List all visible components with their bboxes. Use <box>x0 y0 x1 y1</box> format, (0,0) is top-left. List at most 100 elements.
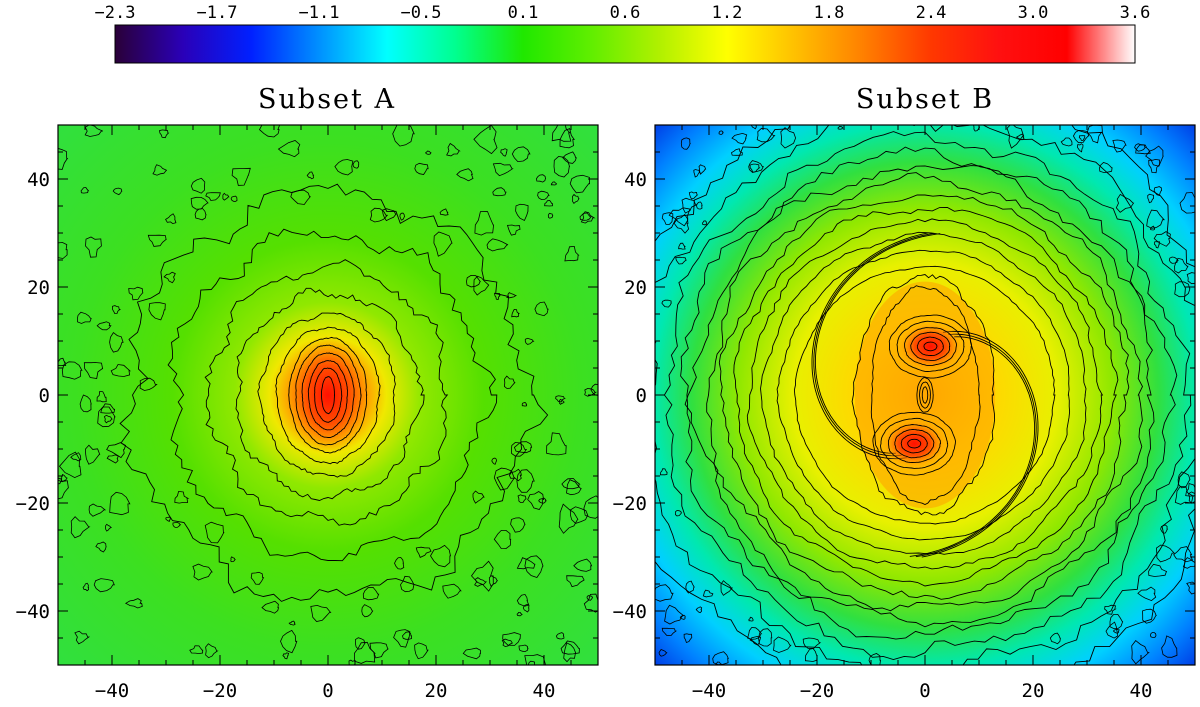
noise-contour <box>456 168 474 182</box>
noise-contour <box>712 651 729 665</box>
noise-contour <box>58 242 68 259</box>
noise-contour <box>355 637 366 650</box>
noise-contour <box>802 637 822 649</box>
noise-contour <box>702 589 714 598</box>
contour-line <box>872 411 956 476</box>
panel-b-peak <box>881 419 947 468</box>
noise-contour <box>491 457 497 465</box>
noise-contour <box>563 642 577 663</box>
noise-contour <box>139 377 158 391</box>
noise-contour <box>189 645 204 655</box>
noise-contour <box>1149 225 1156 231</box>
noise-contour <box>159 129 170 139</box>
noise-contour <box>205 192 221 201</box>
noise-contour <box>868 653 881 665</box>
noise-contour <box>288 620 296 626</box>
noise-contour <box>231 167 251 186</box>
noise-contour <box>1182 557 1195 569</box>
noise-contour <box>1134 143 1147 152</box>
colorbar-scale <box>114 24 1136 64</box>
colorbar-label: 0.6 <box>610 3 641 23</box>
contour-line <box>919 381 931 409</box>
contour-line <box>655 125 1195 665</box>
panel-b-title: Subset B <box>856 84 994 115</box>
contour-line <box>684 165 1155 628</box>
noise-contour <box>95 541 107 553</box>
contour-line <box>718 194 1130 600</box>
noise-contour <box>1153 231 1171 247</box>
colorbar-label: −1.1 <box>299 3 340 23</box>
noise-contour <box>400 575 415 593</box>
contour-line <box>288 336 368 454</box>
colorbar-label: 2.4 <box>916 3 947 23</box>
noise-contour <box>399 212 406 221</box>
noise-contour <box>522 603 530 613</box>
noise-contour <box>516 593 530 607</box>
noise-contour <box>174 490 190 504</box>
noise-contour <box>534 301 549 317</box>
colorbar-label: 1.2 <box>712 3 743 23</box>
contour-line <box>167 228 498 562</box>
y-tick-label: −40 <box>613 601 647 623</box>
noise-contour <box>128 286 144 301</box>
noise-contour <box>516 469 535 493</box>
noise-contour <box>655 584 674 602</box>
panel-a-core <box>284 335 372 455</box>
y-tick-label: −40 <box>16 601 50 623</box>
noise-contour <box>430 544 451 568</box>
y-tick-label: 20 <box>27 277 50 299</box>
noise-contour <box>511 146 531 163</box>
noise-contour <box>698 164 707 175</box>
noise-contour <box>679 614 686 620</box>
noise-contour <box>501 638 514 648</box>
noise-contour <box>508 468 522 482</box>
noise-contour <box>109 491 131 516</box>
colorbar-label: 3.0 <box>1018 3 1049 23</box>
noise-contour <box>661 212 674 225</box>
contour-line <box>916 377 934 413</box>
x-tick-label: −20 <box>800 680 834 702</box>
noise-contour <box>537 190 550 201</box>
contour-line <box>776 249 1071 541</box>
noise-contour <box>674 510 683 517</box>
noise-contour <box>748 616 754 622</box>
y-tick-label: 0 <box>636 385 647 407</box>
noise-contour <box>194 207 207 221</box>
contour-line <box>301 352 355 438</box>
noise-contour <box>546 432 567 456</box>
contour-line <box>896 320 965 372</box>
noise-contour <box>518 644 529 653</box>
noise-contour <box>1153 186 1162 196</box>
noise-contour <box>1112 629 1120 634</box>
noise-contour <box>503 375 516 389</box>
contour-line <box>275 326 381 465</box>
noise-contour <box>204 521 225 544</box>
noise-contour <box>488 575 499 587</box>
noise-contour <box>1142 608 1157 624</box>
noise-contour <box>559 128 575 149</box>
noise-contour <box>569 506 589 524</box>
noise-contour <box>369 642 390 659</box>
x-tick-label: 20 <box>1022 680 1045 702</box>
colorbar-label: 3.6 <box>1120 3 1151 23</box>
noise-contour <box>103 414 113 424</box>
noise-contour <box>720 580 734 596</box>
noise-contour <box>1015 133 1025 141</box>
contour-line <box>888 424 941 464</box>
contour-line <box>921 386 929 404</box>
noise-contour <box>1186 581 1195 595</box>
noise-contour <box>661 299 672 308</box>
noise-contour <box>361 604 374 618</box>
noise-contour <box>88 503 107 517</box>
noise-contour <box>516 557 536 570</box>
spiral-arm-contour <box>813 232 935 457</box>
contour-line <box>321 375 335 415</box>
noise-contour <box>82 582 90 592</box>
noise-contour <box>1049 632 1061 645</box>
noise-contour <box>362 586 380 601</box>
noise-contour <box>1078 135 1086 142</box>
noise-contour <box>165 516 172 522</box>
noise-contour <box>1076 143 1084 153</box>
noise-contour <box>560 640 580 655</box>
